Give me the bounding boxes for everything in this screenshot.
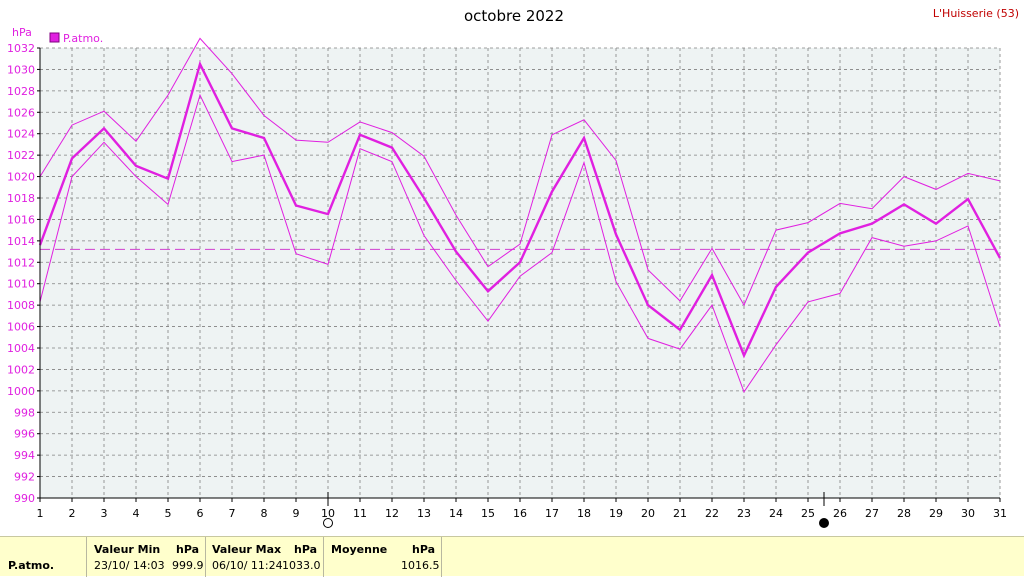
grid bbox=[40, 47, 1001, 498]
x-tick-label: 22 bbox=[705, 507, 719, 520]
y-tick-label: 1020 bbox=[7, 171, 35, 184]
y-tick-label: 1000 bbox=[7, 385, 35, 398]
x-tick-label: 8 bbox=[261, 507, 268, 520]
max-header: Valeur Max bbox=[212, 543, 282, 556]
x-tick-label: 12 bbox=[385, 507, 399, 520]
footer-divider bbox=[205, 537, 206, 577]
full-moon-icon bbox=[323, 518, 333, 528]
x-tick-label: 25 bbox=[801, 507, 815, 520]
x-tick-label: 26 bbox=[833, 507, 847, 520]
x-tick-label: 23 bbox=[737, 507, 751, 520]
mean-series-line bbox=[38, 60, 1002, 359]
footer-divider bbox=[86, 537, 87, 577]
x-tick-label: 14 bbox=[449, 507, 463, 520]
x-tick-label: 19 bbox=[609, 507, 623, 520]
mean-unit: hPa bbox=[412, 543, 436, 556]
y-tick-label: 1010 bbox=[7, 278, 35, 291]
station-label: L'Huisserie (53) bbox=[933, 7, 1019, 20]
x-tick-label: 6 bbox=[197, 507, 204, 520]
x-tick-label: 27 bbox=[865, 507, 879, 520]
y-tick-label: 1016 bbox=[7, 213, 35, 226]
y-tick-label: 1006 bbox=[7, 321, 35, 334]
min-unit: hPa bbox=[176, 543, 200, 556]
y-tick-label: 1012 bbox=[7, 256, 35, 269]
x-tick-label: 29 bbox=[929, 507, 943, 520]
mean-value: 1016.5 bbox=[401, 559, 440, 572]
y-tick-label: 1014 bbox=[7, 235, 35, 248]
x-tick-label: 13 bbox=[417, 507, 431, 520]
y-ticks: 990 992 994 996 998 1000 1002 1004 1006 1008 1010 1… bbox=[7, 42, 40, 505]
x-tick-label: 4 bbox=[133, 507, 140, 520]
min-date: 23/10/ 14:03 bbox=[94, 559, 165, 572]
x-tick-label: 24 bbox=[769, 507, 783, 520]
x-tick-label: 3 bbox=[101, 507, 108, 520]
y-tick-label: 994 bbox=[14, 449, 35, 462]
x-ticks: 1 2 3 4 5 6 7 8 9 10 11 12 13 14 15 16 17 18 19 20 21 22 23 24 2… bbox=[37, 498, 1007, 520]
min-value: 999.9 bbox=[172, 559, 204, 572]
footer-divider bbox=[323, 537, 324, 577]
stats-footer: P.atmo. Valeur Min hPa 23/10/ 14:03 999.… bbox=[0, 536, 1024, 577]
x-tick-label: 15 bbox=[481, 507, 495, 520]
min-series-line bbox=[39, 93, 1001, 393]
y-tick-label: 1002 bbox=[7, 363, 35, 376]
moon-phases bbox=[323, 492, 829, 528]
x-tick-label: 31 bbox=[993, 507, 1007, 520]
max-series-line bbox=[39, 37, 1001, 307]
x-tick-label: 28 bbox=[897, 507, 911, 520]
x-tick-label: 10 bbox=[321, 507, 335, 520]
min-header: Valeur Min bbox=[94, 543, 161, 556]
x-tick-label: 30 bbox=[961, 507, 975, 520]
y-tick-label: 992 bbox=[14, 471, 35, 484]
x-tick-label: 16 bbox=[513, 507, 527, 520]
y-tick-label: 1028 bbox=[7, 85, 35, 98]
y-tick-label: 1008 bbox=[7, 299, 35, 312]
x-tick-label: 2 bbox=[69, 507, 76, 520]
legend-label: P.atmo. bbox=[63, 32, 103, 45]
x-tick-label: 1 bbox=[37, 507, 44, 520]
x-tick-label: 20 bbox=[641, 507, 655, 520]
y-tick-label: 998 bbox=[14, 406, 35, 419]
footer-row-label: P.atmo. bbox=[8, 559, 55, 572]
x-tick-label: 11 bbox=[353, 507, 367, 520]
y-tick-label: 1032 bbox=[7, 42, 35, 55]
mean-header: Moyenne bbox=[331, 543, 388, 556]
y-tick-label: 1026 bbox=[7, 106, 35, 119]
pressure-chart: octobre 2022 L'Huisserie (53) hPa P.atmo… bbox=[7, 7, 1019, 528]
series-group bbox=[38, 37, 1002, 393]
x-tick-label: 9 bbox=[293, 507, 300, 520]
y-tick-label: 990 bbox=[14, 492, 35, 505]
footer-divider bbox=[441, 537, 442, 577]
y-tick-label: 1030 bbox=[7, 63, 35, 76]
y-tick-label: 1018 bbox=[7, 192, 35, 205]
x-tick-label: 21 bbox=[673, 507, 687, 520]
y-tick-label: 1024 bbox=[7, 128, 35, 141]
max-date: 06/10/ 11:24 bbox=[212, 559, 283, 572]
max-value: 1033.0 bbox=[282, 559, 321, 572]
x-tick-label: 17 bbox=[545, 507, 559, 520]
y-tick-label: 996 bbox=[14, 428, 35, 441]
legend-swatch bbox=[49, 32, 60, 43]
y-axis-unit: hPa bbox=[12, 26, 32, 39]
max-unit: hPa bbox=[294, 543, 318, 556]
chart-title: octobre 2022 bbox=[464, 7, 564, 25]
y-tick-label: 1004 bbox=[7, 342, 35, 355]
y-tick-label: 1022 bbox=[7, 149, 35, 162]
x-tick-label: 18 bbox=[577, 507, 591, 520]
x-tick-label: 5 bbox=[165, 507, 172, 520]
new-moon-icon bbox=[819, 518, 829, 528]
x-tick-label: 7 bbox=[229, 507, 236, 520]
